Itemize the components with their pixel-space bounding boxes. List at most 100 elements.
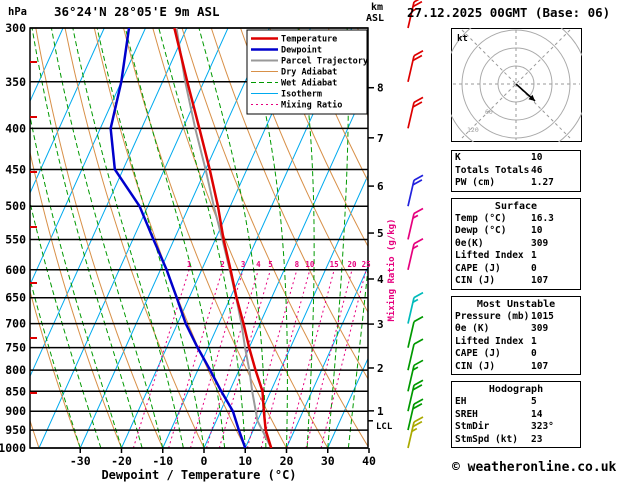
stat-value: 1 — [531, 250, 537, 261]
svg-text:40: 40 — [362, 454, 376, 468]
footer-credit: © weatheronline.co.uk — [452, 460, 617, 475]
wind-barb — [407, 398, 424, 431]
mixing-ratio-value: 2 — [220, 260, 225, 269]
stat-value: 10 — [531, 152, 543, 163]
wind-barb — [407, 0, 423, 29]
stat-value: 23 — [531, 433, 543, 445]
wind-barbs — [407, 0, 424, 449]
table-row: StmSpd (kt) 23 — [455, 434, 577, 447]
station-title: 36°24'N 28°05'E 9m ASL — [54, 4, 220, 19]
indices-box: K 10 Totals Totals 46 PW (cm) 1.27 — [451, 150, 581, 192]
table-row: Dewp (°C) 10 — [455, 225, 577, 238]
table-row: PW (cm) 1.27 — [455, 177, 577, 190]
stat-label: PW (cm) — [455, 177, 496, 188]
svg-text:750: 750 — [5, 341, 26, 355]
stat-value: 1 — [531, 335, 537, 347]
most-unstable-box: Most Unstable Pressure (mb) 1015 θe (K) … — [451, 295, 581, 375]
svg-text:500: 500 — [5, 199, 26, 213]
axis-labels: 3003504004505005506006507007508008509009… — [0, 21, 397, 482]
stat-value: 46 — [531, 164, 543, 176]
svg-text:550: 550 — [5, 232, 26, 246]
svg-text:6: 6 — [377, 180, 384, 193]
hodo-unit-label: kt — [457, 34, 468, 44]
stat-label: CAPE (J) — [455, 262, 501, 274]
stat-value: 1015 — [531, 310, 554, 322]
stat-label: EH — [455, 396, 467, 407]
wind-barb — [407, 207, 424, 240]
mixing-ratio-value: 1 — [187, 260, 192, 269]
wind-barb — [407, 379, 424, 412]
svg-text:30: 30 — [321, 454, 335, 468]
table-row: CAPE (J) 0 — [455, 348, 577, 361]
svg-text:700: 700 — [5, 317, 26, 331]
mixing-ratio-value: 4 — [256, 260, 261, 269]
svg-text:450: 450 — [5, 162, 26, 176]
km-axis-label: km — [371, 2, 384, 13]
surface-box: Surface Temp (°C) 16.3 Dewp (°C) 10 θe(K… — [451, 197, 581, 290]
hodograph: 60 120 kt — [451, 28, 582, 142]
stat-value: 309 — [531, 237, 549, 249]
stat-label: Lifted Index — [455, 250, 524, 261]
table-row: Temp (°C) 16.3 — [455, 213, 577, 226]
svg-text:400: 400 — [5, 121, 26, 135]
svg-text:Isotherm: Isotherm — [281, 90, 322, 100]
pressure-unit-label: hPa — [8, 6, 27, 18]
stat-label: θe (K) — [455, 323, 490, 334]
svg-text:-30: -30 — [70, 454, 91, 468]
wind-barb — [407, 291, 424, 324]
wind-barb — [407, 174, 424, 207]
mixing-ratio-axis-title: Mixing Ratio (g/kg) — [386, 219, 397, 322]
sounding-profiles — [109, 28, 273, 448]
stat-label: Lifted Index — [455, 335, 524, 347]
table-row: Pressure (mb) 1015 — [455, 311, 577, 324]
stat-value: 0 — [531, 348, 537, 359]
plot-frame — [29, 27, 369, 449]
stat-value: 107 — [531, 360, 549, 372]
stat-value: 5 — [531, 396, 537, 407]
table-row: Lifted Index 1 — [455, 250, 577, 263]
table-row: θe(K) 309 — [455, 238, 577, 251]
hodo-ring-label: 120 — [467, 126, 479, 134]
stat-label: CAPE (J) — [455, 348, 501, 359]
table-row: Totals Totals 46 — [455, 165, 577, 178]
svg-text:850: 850 — [5, 384, 26, 398]
table-row: CAPE (J) 0 — [455, 263, 577, 276]
temperature-curve — [173, 28, 273, 448]
stat-value: 107 — [531, 275, 549, 286]
svg-text:1000: 1000 — [0, 441, 26, 455]
wind-barb — [407, 338, 424, 371]
svg-text:Dry Adiabat: Dry Adiabat — [281, 67, 337, 78]
stat-label: CIN (J) — [455, 275, 496, 286]
svg-text:7: 7 — [377, 132, 384, 145]
stat-value: 1.27 — [531, 177, 554, 188]
svg-text:350: 350 — [5, 75, 26, 89]
svg-text:Dewpoint: Dewpoint — [281, 45, 322, 56]
x-axis-title: Dewpoint / Temperature (°C) — [101, 468, 296, 482]
svg-text:800: 800 — [5, 363, 26, 377]
storm-motion-arrowhead — [528, 94, 535, 101]
svg-text:2: 2 — [377, 362, 384, 375]
stat-label: StmSpd (kt) — [455, 433, 518, 445]
stat-label: Temp (°C) — [455, 212, 507, 224]
wind-barb — [407, 50, 424, 82]
table-row: θe (K) 309 — [455, 323, 577, 336]
mixing-ratio-value: 20 — [348, 260, 358, 269]
datetime: 27.12.2025 00GMT (Base: 06) — [407, 5, 611, 20]
stat-label: CIN (J) — [455, 360, 496, 372]
svg-text:4: 4 — [377, 273, 384, 286]
svg-text:650: 650 — [5, 291, 26, 305]
table-row: SREH 14 — [455, 409, 577, 422]
wind-barb — [407, 96, 424, 129]
svg-text:Temperature: Temperature — [281, 35, 337, 45]
wind-barb — [407, 238, 424, 270]
svg-text:0: 0 — [201, 454, 208, 468]
stat-value: 323° — [531, 421, 554, 432]
mixing-ratio-value: 15 — [330, 260, 339, 269]
table-row: StmDir 323° — [455, 421, 577, 434]
svg-text:3: 3 — [377, 318, 384, 331]
table-row: Lifted Index 1 — [455, 336, 577, 349]
mixing-ratio-value: 3 — [241, 260, 246, 269]
table-row: CIN (J) 107 — [455, 361, 577, 374]
svg-text:300: 300 — [5, 21, 26, 35]
